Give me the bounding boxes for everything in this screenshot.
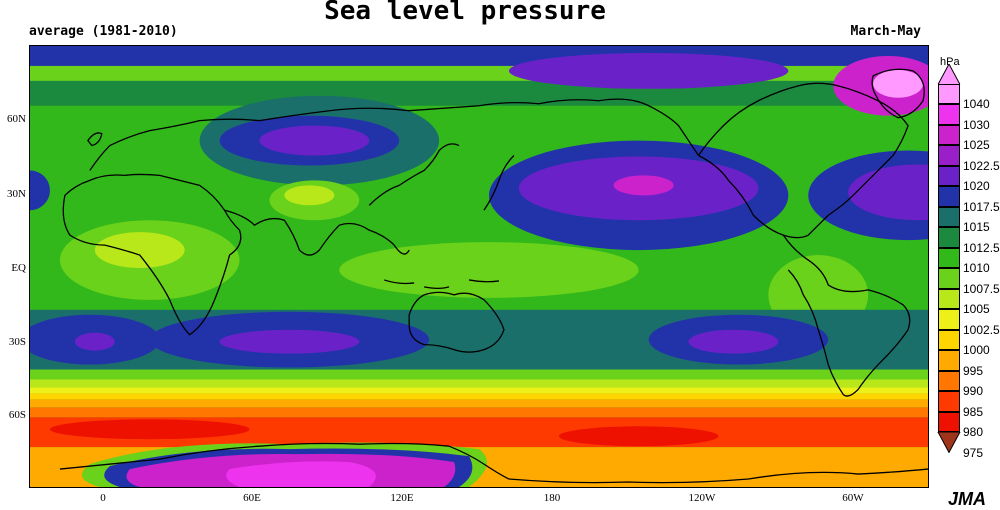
colorbar-label: 1030 (963, 117, 990, 132)
colorbar-swatch (938, 329, 960, 351)
colorbar-swatch (938, 309, 960, 330)
lat-label-60s: 60S (8, 409, 26, 421)
colorbar-label: 1007.5 (963, 281, 1000, 296)
lat-label-30s: 30S (8, 336, 26, 348)
pressure-trop-india-low (284, 185, 335, 206)
colorbar-label: 1040 (963, 97, 990, 112)
colorbar-label: 1002.5 (963, 322, 1000, 337)
colorbar-swatch (938, 227, 960, 248)
lon-label-0: 0 (100, 492, 106, 504)
pressure-band-995 (30, 393, 928, 400)
pressure-trop-africa-low (94, 232, 185, 268)
colorbar-swatch (938, 84, 960, 105)
colorbar-label: 995 (963, 363, 984, 378)
pressure-band-1000 (30, 387, 928, 394)
pressure-low-indian (49, 419, 250, 440)
jma-credit: JMA (948, 489, 987, 509)
pressure-band-arctic (30, 46, 928, 66)
colorbar-label: 1000 (963, 343, 990, 358)
pressure-low-ross (558, 426, 719, 447)
colorbar-label: 1012.5 (963, 240, 1000, 255)
pressure-high-natlantic-core (30, 170, 50, 211)
lon-label-120w: 120W (688, 492, 716, 504)
period-label: average (1981-2010) (29, 24, 178, 39)
pressure-high-greenland-core (873, 69, 924, 98)
colorbar-swatch (938, 411, 960, 433)
colorbar-top-arrow (937, 63, 961, 84)
colorbar-unit: hPa (940, 56, 960, 68)
colorbar-swatch (938, 247, 960, 269)
pressure-band-1005 (30, 369, 928, 380)
season-label: March-May (850, 24, 921, 39)
colorbar-label: 1015 (963, 220, 990, 235)
colorbar-swatch (938, 124, 960, 146)
pressure-high-natlantic-1020 (848, 164, 928, 221)
colorbar-label: 1010 (963, 261, 990, 276)
colorbar-label: 1025 (963, 138, 990, 153)
pressure-high-npacific-1022 (613, 175, 674, 196)
lon-label-180: 180 (543, 492, 561, 504)
pressure-high-arctic (508, 52, 789, 89)
colorbar-label: 1017.5 (963, 199, 1000, 214)
colorbar-swatch (938, 370, 960, 392)
pressure-band-990 (30, 399, 928, 408)
colorbar-label: 990 (963, 384, 984, 399)
coastlines (59, 68, 928, 484)
colorbar-bottom-arrow (937, 432, 961, 453)
colorbar-swatch (938, 186, 960, 207)
colorbar-swatch (938, 104, 960, 125)
colorbar-swatch (938, 145, 960, 166)
colorbar-swatch (938, 206, 960, 228)
colorbar-label: 1020 (963, 179, 990, 194)
pressure-band-985 (30, 407, 928, 418)
colorbar-label: 975 (963, 445, 984, 460)
pressure-band-1002 (30, 379, 928, 388)
lon-label-120e: 120E (390, 492, 414, 504)
colorbar-swatch (938, 288, 960, 310)
pressure-high-antarctica-1040 (226, 461, 376, 487)
lon-label-60e: 60E (243, 492, 261, 504)
lon-label-60w: 60W (842, 492, 864, 504)
colorbar-swatch (938, 268, 960, 289)
map-title: Sea level pressure (324, 0, 606, 26)
pressure-high-spacific-core (688, 329, 779, 354)
lat-label-eq: EQ (11, 262, 26, 274)
colorbar-swatch (938, 391, 960, 412)
pressure-high-siberia-1020 (259, 125, 370, 156)
colorbar-swatch (938, 350, 960, 371)
pressure-high-satlantic-core (74, 332, 115, 351)
lat-label-30n: 30N (7, 188, 26, 200)
colorbar-label: 980 (963, 425, 984, 440)
lat-label-60n: 60N (7, 113, 26, 125)
colorbar-swatch (938, 165, 960, 187)
colorbar-label: 985 (963, 404, 984, 419)
pressure-map (29, 45, 929, 488)
colorbar-label: 1005 (963, 302, 990, 317)
pressure-trop-pacific (339, 242, 639, 298)
pressure-high-sindian-core (219, 329, 360, 354)
colorbar-label: 1022.5 (963, 158, 1000, 173)
